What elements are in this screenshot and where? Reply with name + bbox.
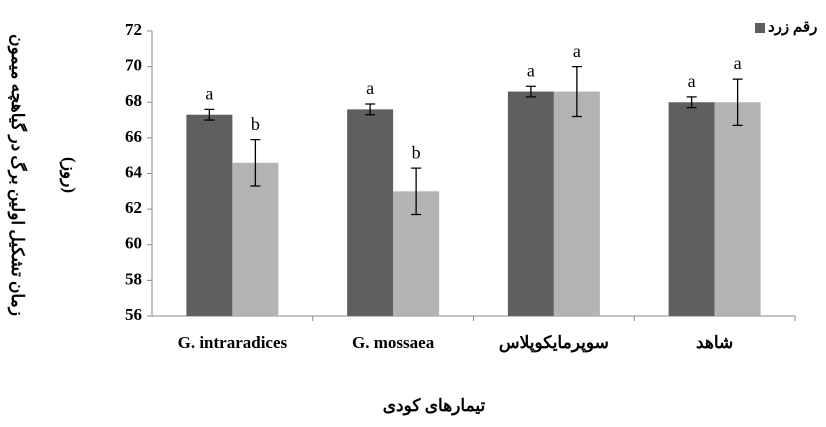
error-bar xyxy=(686,96,697,109)
y-axis-label: زمان تشکیل اولین برگ در گیاهچه میمون xyxy=(7,34,28,316)
error-bar xyxy=(365,103,376,116)
bar xyxy=(347,109,394,316)
x-tick-label: سوپرمایکوپلاس xyxy=(499,333,609,353)
bar xyxy=(668,102,715,316)
error-bar xyxy=(411,167,422,216)
y-tick-label: 60 xyxy=(125,234,142,253)
significance-letter: a xyxy=(573,41,581,61)
significance-letter: b xyxy=(412,142,421,162)
error-bar xyxy=(571,65,582,118)
y-tick-label: 62 xyxy=(125,198,142,217)
significance-letter: a xyxy=(688,71,696,91)
x-tick-label: G. intraradices xyxy=(178,333,288,352)
bar xyxy=(553,91,600,316)
y-tick-label: 72 xyxy=(125,20,142,39)
y-tick-label: 58 xyxy=(125,269,142,288)
bar xyxy=(714,102,761,316)
significance-letter: a xyxy=(527,60,535,80)
x-tick-label: G. mossaea xyxy=(352,333,435,352)
y-tick-label: 66 xyxy=(125,127,142,146)
bar xyxy=(186,114,233,316)
y-tick-label: 64 xyxy=(125,162,143,181)
x-tick-label: شاهد xyxy=(696,333,733,352)
x-axis-label: تیمارهای کودی xyxy=(383,396,486,416)
significance-letter: a xyxy=(734,53,742,73)
y-tick-label: 56 xyxy=(125,305,142,324)
error-bar xyxy=(525,85,536,98)
legend-label: رقم زرد xyxy=(768,19,817,35)
error-bar xyxy=(250,139,261,187)
error-bar xyxy=(204,108,215,121)
significance-letter: a xyxy=(205,84,213,104)
bar xyxy=(507,91,554,316)
y-axis-label: (روز) xyxy=(59,157,79,193)
error-bar xyxy=(732,78,743,127)
y-tick-label: 70 xyxy=(125,56,142,75)
y-tick-label: 68 xyxy=(125,91,142,110)
significance-letter: a xyxy=(366,78,374,98)
bar xyxy=(232,162,279,316)
legend-swatch xyxy=(755,23,765,33)
significance-letter: b xyxy=(251,114,260,134)
